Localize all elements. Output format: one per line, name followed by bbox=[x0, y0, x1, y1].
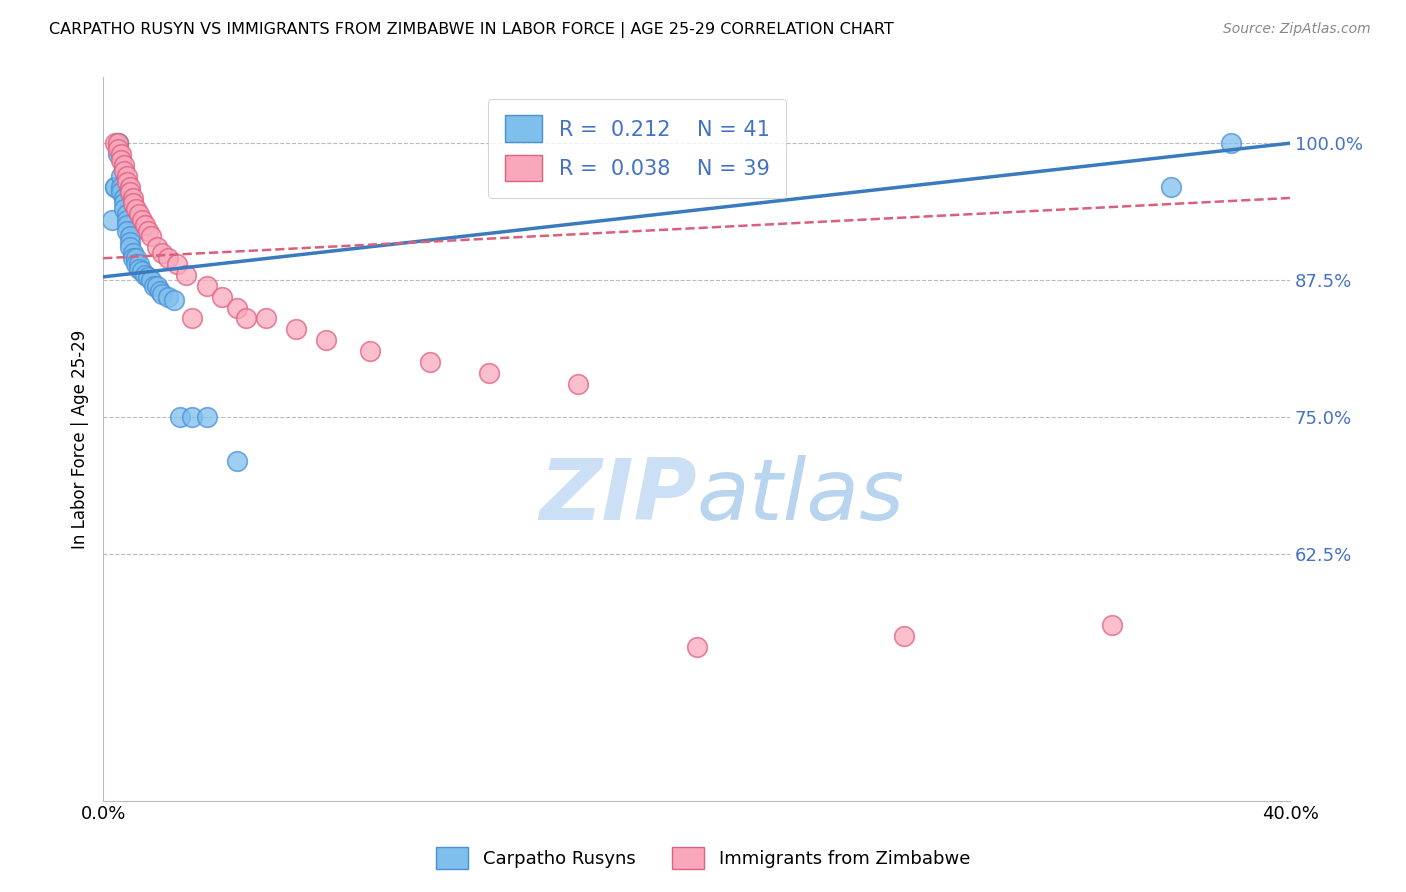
Point bbox=[115, 207, 138, 221]
Point bbox=[107, 142, 129, 156]
Point bbox=[115, 219, 138, 233]
Point bbox=[104, 136, 127, 151]
Legend: Carpatho Rusyns, Immigrants from Zimbabwe: Carpatho Rusyns, Immigrants from Zimbabw… bbox=[427, 838, 979, 879]
Point bbox=[115, 169, 138, 183]
Point bbox=[136, 269, 159, 284]
Point bbox=[145, 278, 167, 293]
Point bbox=[110, 186, 132, 200]
Point bbox=[131, 213, 153, 227]
Point bbox=[128, 257, 150, 271]
Point bbox=[131, 264, 153, 278]
Point bbox=[1219, 136, 1241, 151]
Legend: R =  0.212    N = 41, R =  0.038    N = 39: R = 0.212 N = 41, R = 0.038 N = 39 bbox=[488, 99, 786, 198]
Point bbox=[110, 180, 132, 194]
Point bbox=[893, 629, 915, 643]
Point bbox=[125, 252, 148, 266]
Point bbox=[359, 344, 381, 359]
Point bbox=[285, 322, 308, 336]
Point bbox=[235, 311, 257, 326]
Point bbox=[152, 245, 174, 260]
Point bbox=[121, 191, 143, 205]
Text: CARPATHO RUSYN VS IMMIGRANTS FROM ZIMBABWE IN LABOR FORCE | AGE 25-29 CORRELATIO: CARPATHO RUSYN VS IMMIGRANTS FROM ZIMBAB… bbox=[49, 22, 894, 38]
Point bbox=[139, 229, 162, 244]
Point bbox=[134, 219, 156, 233]
Point bbox=[148, 284, 170, 298]
Point bbox=[174, 268, 197, 282]
Point bbox=[104, 180, 127, 194]
Point bbox=[110, 147, 132, 161]
Point bbox=[112, 202, 135, 216]
Point bbox=[118, 186, 141, 200]
Point bbox=[145, 240, 167, 254]
Point bbox=[115, 175, 138, 189]
Point bbox=[225, 301, 247, 315]
Point bbox=[157, 289, 180, 303]
Point bbox=[110, 153, 132, 167]
Point bbox=[118, 180, 141, 194]
Point bbox=[134, 268, 156, 282]
Point bbox=[110, 169, 132, 183]
Point bbox=[101, 213, 124, 227]
Point bbox=[118, 229, 141, 244]
Point bbox=[195, 410, 218, 425]
Point bbox=[107, 136, 129, 151]
Y-axis label: In Labor Force | Age 25-29: In Labor Force | Age 25-29 bbox=[72, 329, 89, 549]
Point bbox=[115, 224, 138, 238]
Point bbox=[136, 224, 159, 238]
Point bbox=[107, 147, 129, 161]
Point bbox=[121, 196, 143, 211]
Point bbox=[315, 334, 337, 348]
Point bbox=[107, 136, 129, 151]
Point bbox=[152, 287, 174, 301]
Point bbox=[112, 196, 135, 211]
Point bbox=[567, 377, 589, 392]
Point bbox=[225, 454, 247, 468]
Point bbox=[125, 257, 148, 271]
Point bbox=[1160, 180, 1182, 194]
Point bbox=[118, 240, 141, 254]
Text: atlas: atlas bbox=[696, 456, 904, 539]
Point bbox=[157, 252, 180, 266]
Point bbox=[685, 640, 707, 655]
Point bbox=[254, 311, 277, 326]
Text: Source: ZipAtlas.com: Source: ZipAtlas.com bbox=[1223, 22, 1371, 37]
Point bbox=[142, 278, 165, 293]
Point bbox=[104, 180, 127, 194]
Point bbox=[121, 252, 143, 266]
Point bbox=[181, 311, 204, 326]
Point bbox=[169, 410, 191, 425]
Point bbox=[112, 163, 135, 178]
Point bbox=[107, 136, 129, 151]
Point bbox=[1101, 618, 1123, 632]
Point bbox=[112, 191, 135, 205]
Point bbox=[125, 202, 148, 216]
Point bbox=[112, 158, 135, 172]
Point bbox=[478, 366, 501, 380]
Point bbox=[128, 262, 150, 277]
Point bbox=[195, 278, 218, 293]
Point bbox=[181, 410, 204, 425]
Point bbox=[211, 289, 233, 303]
Point bbox=[115, 213, 138, 227]
Point bbox=[163, 293, 186, 307]
Point bbox=[128, 207, 150, 221]
Point bbox=[139, 273, 162, 287]
Point bbox=[418, 355, 440, 369]
Text: ZIP: ZIP bbox=[538, 456, 696, 539]
Point bbox=[121, 245, 143, 260]
Point bbox=[166, 257, 188, 271]
Point bbox=[118, 235, 141, 249]
